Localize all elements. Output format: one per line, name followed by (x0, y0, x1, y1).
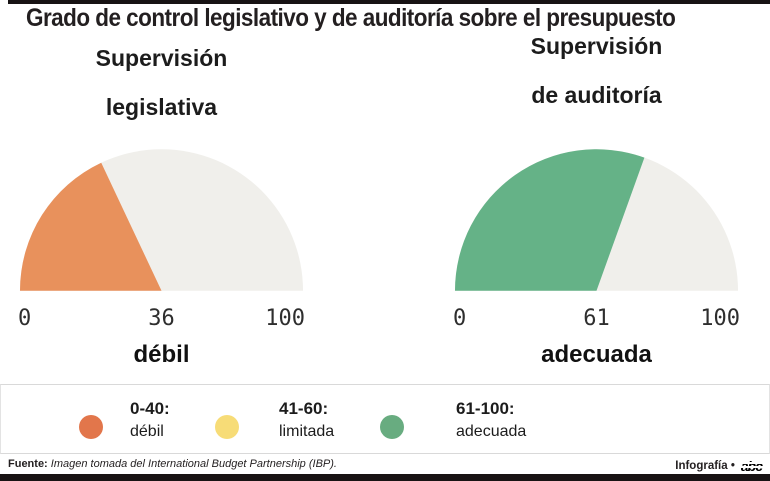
tick-min: 0 (453, 306, 467, 331)
legend-dot-adecuada (380, 415, 404, 439)
credit-text: Infografía • (675, 460, 735, 472)
legend-dot-limitada (215, 415, 239, 439)
gauge-audit-chart (454, 149, 739, 291)
legend-category-label: adecuada (456, 423, 527, 440)
legend-item-adecuada: 61-100: adecuada (456, 397, 526, 443)
legend-item-limitada: 41-60: limitada (279, 397, 334, 443)
gauge-legislative-ticks: 0 36 100 (18, 306, 305, 331)
top-rule (8, 0, 770, 4)
abc-logo: abc (738, 458, 765, 474)
gauge-value-wedge (454, 149, 645, 291)
source-note: Fuente: Imagen tomada del International … (8, 458, 337, 470)
legend-category-label: débil (130, 423, 164, 440)
tick-min: 0 (18, 306, 32, 331)
gauge-audit-ticks: 0 61 100 (453, 306, 740, 331)
legend: 0-40: débil 41-60: limitada 61-100: adec… (0, 384, 770, 454)
legend-range-label: 61-100: (456, 399, 515, 418)
gauge-legislative-verdict: débil (133, 341, 190, 368)
gauge-legislative-subtitle-line1: Supervisión (95, 45, 228, 71)
gauge-audit-subtitle-line2: de auditoría (531, 82, 662, 108)
gauge-legislative-subtitle-line2: legislativa (105, 94, 218, 120)
tick-value: 61 (583, 306, 610, 331)
legend-range-label: 0-40: (130, 399, 170, 418)
bottom-rule (0, 474, 770, 481)
tick-max: 100 (265, 306, 306, 331)
gauge-audit-subtitle-line1: Supervisión (530, 33, 663, 59)
gauge-audit-subtitle: Supervisión de auditoría (453, 22, 740, 120)
source-text: Imagen tomada del International Budget P… (50, 458, 337, 470)
gauge-legislative-chart (19, 149, 304, 291)
legend-dot-debil (79, 415, 103, 439)
gauge-value-wedge (19, 162, 162, 291)
source-label: Fuente: (8, 458, 48, 470)
tick-value: 36 (148, 306, 175, 331)
legend-range-label: 41-60: (279, 399, 329, 418)
tick-max: 100 (700, 306, 741, 331)
legend-item-debil: 0-40: débil (130, 397, 170, 443)
gauge-audit-verdict: adecuada (541, 341, 652, 368)
page-title: Grado de control legislativo y de audito… (26, 4, 676, 32)
legend-category-label: limitada (279, 423, 335, 440)
gauge-legislative-subtitle: Supervisión legislativa (18, 34, 305, 132)
credit: Infografía • abc (675, 458, 765, 474)
footer: Fuente: Imagen tomada del International … (0, 456, 770, 474)
